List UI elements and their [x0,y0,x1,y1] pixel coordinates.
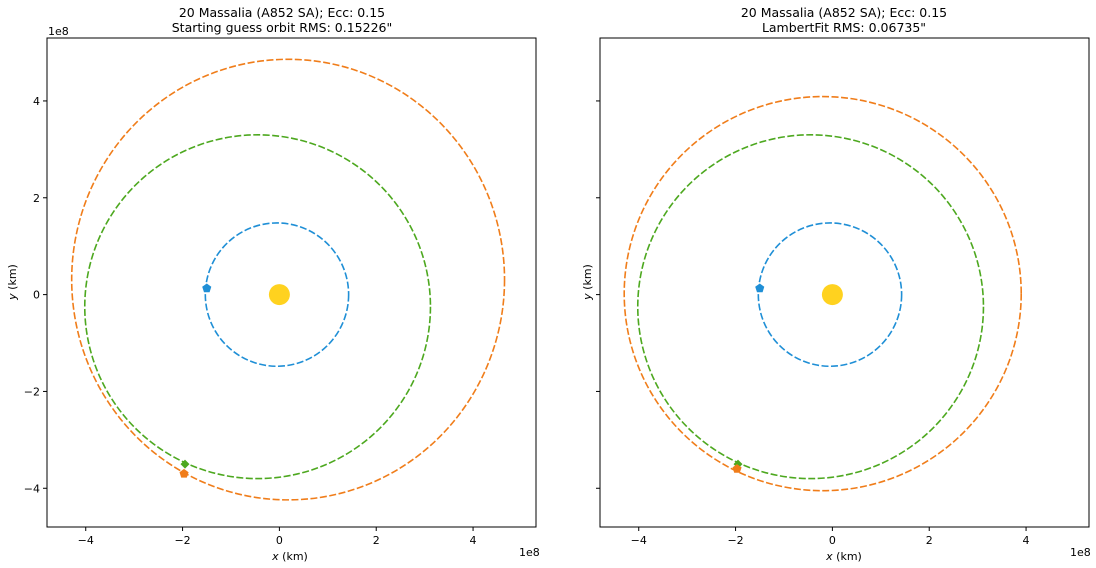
orbit-path-0 [204,222,350,368]
orbit-path-1 [83,134,432,480]
orbit-path-2 [623,95,1023,492]
left-chart-title: 20 Massalia (A852 SA); Ecc: 0.15 [179,5,385,20]
sun-marker [268,284,290,306]
y-tick-label: −2 [24,385,40,398]
y-tick-label: 2 [33,192,40,205]
left-y-multiplier: 1e8 [48,25,69,38]
x-tick-label: 4 [470,534,477,547]
right-chart-title: 20 Massalia (A852 SA); Ecc: 0.15 [741,5,947,20]
left-panel: 20 Massalia (A852 SA); Ecc: 0.15 Startin… [6,5,540,563]
x-tick-label: −4 [78,534,94,547]
x-tick-label: 0 [829,534,836,547]
body-marker-1 [180,459,190,469]
left-chart-subtitle: Starting guess orbit RMS: 0.15226" [172,20,392,35]
orbit-path-1 [636,134,985,480]
left-y-axis-label: y (km) [6,264,19,301]
left-x-multiplier: 1e8 [519,546,540,559]
right-y-axis-label: y (km) [581,264,594,301]
right-x-multiplier: 1e8 [1070,546,1091,559]
axes-frame [46,37,537,528]
x-tick-label: 0 [276,534,283,547]
body-marker-2 [732,464,742,473]
y-tick-label: 0 [33,289,40,302]
orbit-path-0 [757,222,903,368]
body-marker-0 [755,283,765,293]
right-panel: 20 Massalia (A852 SA); Ecc: 0.15 Lambert… [581,5,1091,563]
x-tick-label: −4 [631,534,647,547]
body-marker-0 [202,283,212,293]
axes-frame [599,37,1090,528]
x-tick-label: 2 [926,534,933,547]
x-tick-label: 2 [373,534,380,547]
x-tick-label: −2 [727,534,743,547]
x-tick-label: −2 [174,534,190,547]
orbit-path-2 [70,58,506,501]
right-chart-subtitle: LambertFit RMS: 0.06735" [762,20,926,35]
y-tick-label: 4 [33,95,40,108]
left-x-axis-label: x (km) [271,550,308,563]
right-x-axis-label: x (km) [825,550,862,563]
x-tick-label: 4 [1023,534,1030,547]
y-tick-label: −4 [24,482,40,495]
body-marker-2 [179,468,189,478]
sun-marker [821,284,843,306]
